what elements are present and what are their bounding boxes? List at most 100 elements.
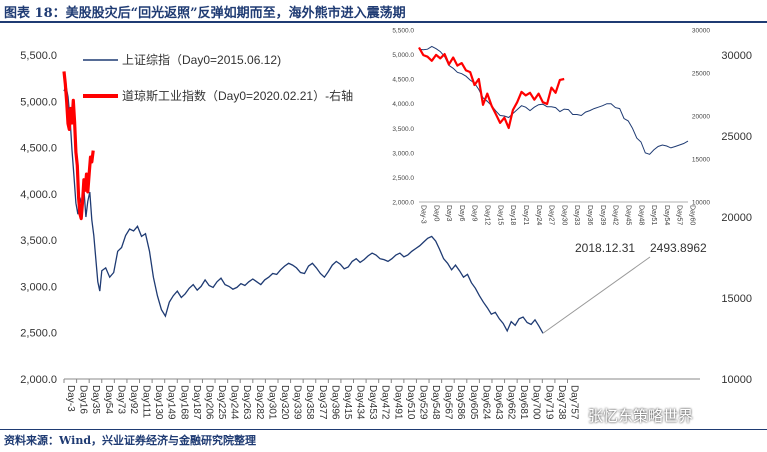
inset-y-right-tick-label: 20000 <box>692 114 710 121</box>
y-left-tick-label: 2,000.0 <box>20 374 57 386</box>
inset-y-right-tick-label: 10000 <box>692 200 710 207</box>
x-tick-label: Day187 <box>191 385 202 420</box>
y-left-tick-label: 3,000.0 <box>20 281 57 293</box>
inset-y-right-tick-label: 30000 <box>692 28 710 35</box>
y-left-tick-label: 5,000.0 <box>20 96 57 108</box>
x-tick-label: Day643 <box>493 385 504 420</box>
y-right-tick-label: 10000 <box>721 374 752 386</box>
annotation-date: 2018.12.31 <box>575 241 635 255</box>
inset-y-left-tick-label: 5,500.0 <box>392 28 414 35</box>
x-tick-label: Day472 <box>380 385 391 420</box>
legend-label-shanghai: 上证综指（Day0=2015.06.12) <box>122 52 281 67</box>
x-tick-label: Day738 <box>556 385 567 420</box>
source-note: 资料来源：Wind，兴业证券经济与金融研究院整理 <box>4 434 257 447</box>
chart-area: 2,000.0 2,500.0 3,000.0 3,500.0 4,000.0 4,500… <box>20 23 752 420</box>
x-tick-label: Day263 <box>241 385 252 420</box>
legend: 上证综指（Day0=2015.06.12) 道琼斯工业指数（Day0=2020.0… <box>83 52 353 103</box>
y-right-tick-label: 25000 <box>721 131 752 143</box>
x-tick-label: Day35 <box>90 385 101 414</box>
inset-series-shanghai-line <box>418 45 689 155</box>
x-tick-label: Day149 <box>166 385 177 420</box>
x-tick-label: Day16 <box>78 385 89 414</box>
x-tick-label: Day491 <box>392 385 403 420</box>
x-tick-label: Day624 <box>480 385 491 420</box>
inset-x-tick-label: Day21 <box>522 205 529 225</box>
x-tick-label: Day168 <box>178 385 189 420</box>
x-tick-label: Day-3 <box>65 385 76 412</box>
inset-x-tick-label: Day18 <box>509 205 516 225</box>
x-tick-label: Day757 <box>569 385 580 420</box>
y-right-tick-label: 30000 <box>721 50 752 62</box>
x-tick-label: Day662 <box>506 385 517 420</box>
x-tick-label: Day510 <box>405 385 416 420</box>
title-rule <box>0 21 767 23</box>
y-left-tick-label: 2,500.0 <box>20 328 57 340</box>
inset-x-tick-label: Day60 <box>689 205 696 225</box>
annotation: 2018.12.31 2493.8962 <box>542 241 707 334</box>
x-tick-label: Day567 <box>443 385 454 420</box>
inset-series-dow-line <box>418 46 565 130</box>
y-left-tick-label: 4,000.0 <box>20 189 57 201</box>
inset-x-tick-label: Day39 <box>599 205 606 225</box>
main-chart-series <box>62 71 544 334</box>
x-tick-label: Day415 <box>342 385 353 420</box>
x-tick-label: Day681 <box>518 385 529 420</box>
inset-x-tick-label: Day54 <box>663 205 670 225</box>
inset-x-tick-label: Day27 <box>548 205 555 225</box>
x-tick-label: Day320 <box>279 385 290 420</box>
annotation-leader-line <box>542 256 651 334</box>
figure-title: 图表 18：美股股灾后“回光返照”反弹如期而至，海外熊市进入震荡期 <box>4 6 406 21</box>
inset-x-tick-label: Day42 <box>612 205 619 225</box>
annotation-value: 2493.8962 <box>650 241 707 255</box>
x-tick-label: Day282 <box>254 385 265 420</box>
x-tick-label: Day548 <box>430 385 441 420</box>
x-tick-label: Day719 <box>543 385 554 420</box>
inset-chart: 2,000.0 2,500.0 3,000.0 3,500.0 4,000.0 4,500… <box>386 23 717 231</box>
inset-x-tick-label: Day-3 <box>420 205 427 224</box>
x-tick-label: Day130 <box>153 385 164 420</box>
x-tick-label: Day453 <box>367 385 378 420</box>
x-tick-label: Day529 <box>418 385 429 420</box>
inset-y-left-tick-label: 3,000.0 <box>392 150 414 157</box>
main-chart-axes: 2,000.0 2,500.0 3,000.0 3,500.0 4,000.0 4,500… <box>20 50 752 420</box>
x-tick-label: Day225 <box>216 385 227 420</box>
y-right-tick-label: 15000 <box>721 293 752 305</box>
x-tick-label: Day73 <box>115 385 126 414</box>
inset-x-tick-label: Day36 <box>586 205 593 225</box>
inset-x-tick-label: Day45 <box>625 205 632 225</box>
inset-y-right-tick-label: 25000 <box>692 71 710 78</box>
inset-x-tick-label: Day15 <box>496 205 503 225</box>
inset-x-tick-label: Day0 <box>432 205 439 221</box>
x-tick-label: Day586 <box>455 385 466 420</box>
legend-label-dow: 道琼斯工业指数（Day0=2020.02.21）-右轴 <box>122 88 353 103</box>
x-tick-label: Day111 <box>141 385 152 418</box>
x-tick-label: Day358 <box>304 385 315 420</box>
x-tick-label: Day434 <box>355 385 366 420</box>
x-tick-label: Day396 <box>329 385 340 420</box>
x-tick-label: Day377 <box>317 385 328 420</box>
x-tick-label: Day339 <box>292 385 303 420</box>
inset-y-left-tick-label: 4,000.0 <box>392 101 414 108</box>
inset-y-left-tick-label: 3,500.0 <box>392 126 414 133</box>
y-left-tick-label: 5,500.0 <box>20 50 57 62</box>
inset-y-left-tick-label: 2,000.0 <box>392 200 414 207</box>
footer-rule <box>0 429 767 430</box>
x-tick-label: Day92 <box>128 385 139 414</box>
series-dow-line <box>62 71 95 221</box>
y-left-tick-label: 4,500.0 <box>20 143 57 155</box>
inset-y-right-tick-label: 15000 <box>692 157 710 164</box>
x-tick-label: Day301 <box>266 385 277 420</box>
series-shanghai-line <box>63 83 544 334</box>
inset-x-tick-label: Day9 <box>471 205 478 221</box>
y-right-tick-label: 20000 <box>721 212 752 224</box>
inset-y-left-tick-label: 2,500.0 <box>392 175 414 182</box>
x-tick-label: Day206 <box>204 385 215 420</box>
watermark: 张忆东策略世界 <box>588 408 694 425</box>
inset-y-left-tick-label: 4,500.0 <box>392 77 414 84</box>
inset-y-left-tick-label: 5,000.0 <box>392 52 414 59</box>
inset-x-tick-label: Day24 <box>535 205 542 225</box>
inset-x-tick-label: Day6 <box>458 205 465 221</box>
inset-x-tick-label: Day30 <box>560 205 567 225</box>
inset-x-tick-label: Day57 <box>676 205 683 225</box>
inset-x-tick-label: Day33 <box>573 205 580 225</box>
